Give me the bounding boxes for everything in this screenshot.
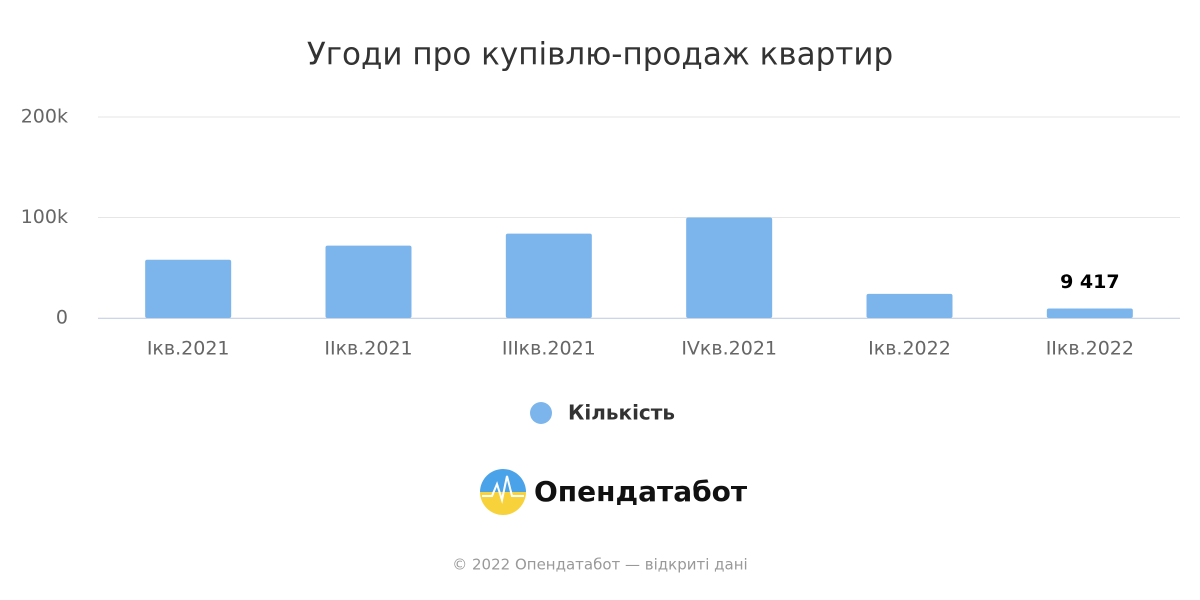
footer: © 2022 Опендатабот — відкриті дані [452, 556, 747, 574]
y-tick-label: 0 [56, 307, 68, 329]
x-tick-label: IVкв.2021 [681, 338, 777, 360]
data-label: 9 417 [1060, 271, 1120, 293]
legend-marker [530, 402, 552, 424]
x-tick-label: Iкв.2021 [147, 338, 230, 360]
bar [505, 233, 592, 318]
logo: Опендатабот [480, 469, 748, 515]
bar [325, 245, 412, 318]
x-tick-label: IIкв.2021 [324, 338, 412, 360]
logo-text: Опендатабот [534, 475, 748, 508]
x-tick-label: Iкв.2022 [868, 338, 951, 360]
y-tick-label: 200k [21, 106, 68, 128]
x-tick-label: IIIкв.2021 [502, 338, 596, 360]
legend-label[interactable]: Кількість [568, 401, 675, 425]
logo-pulse [482, 475, 524, 504]
chart-title: Угоди про купівлю-продаж квартир [307, 37, 893, 73]
bar [686, 217, 773, 318]
x-tick-label: IIкв.2022 [1046, 338, 1134, 360]
y-tick-label: 100k [21, 206, 68, 228]
bar [1046, 308, 1133, 318]
bar [866, 293, 953, 318]
bar [145, 259, 232, 318]
